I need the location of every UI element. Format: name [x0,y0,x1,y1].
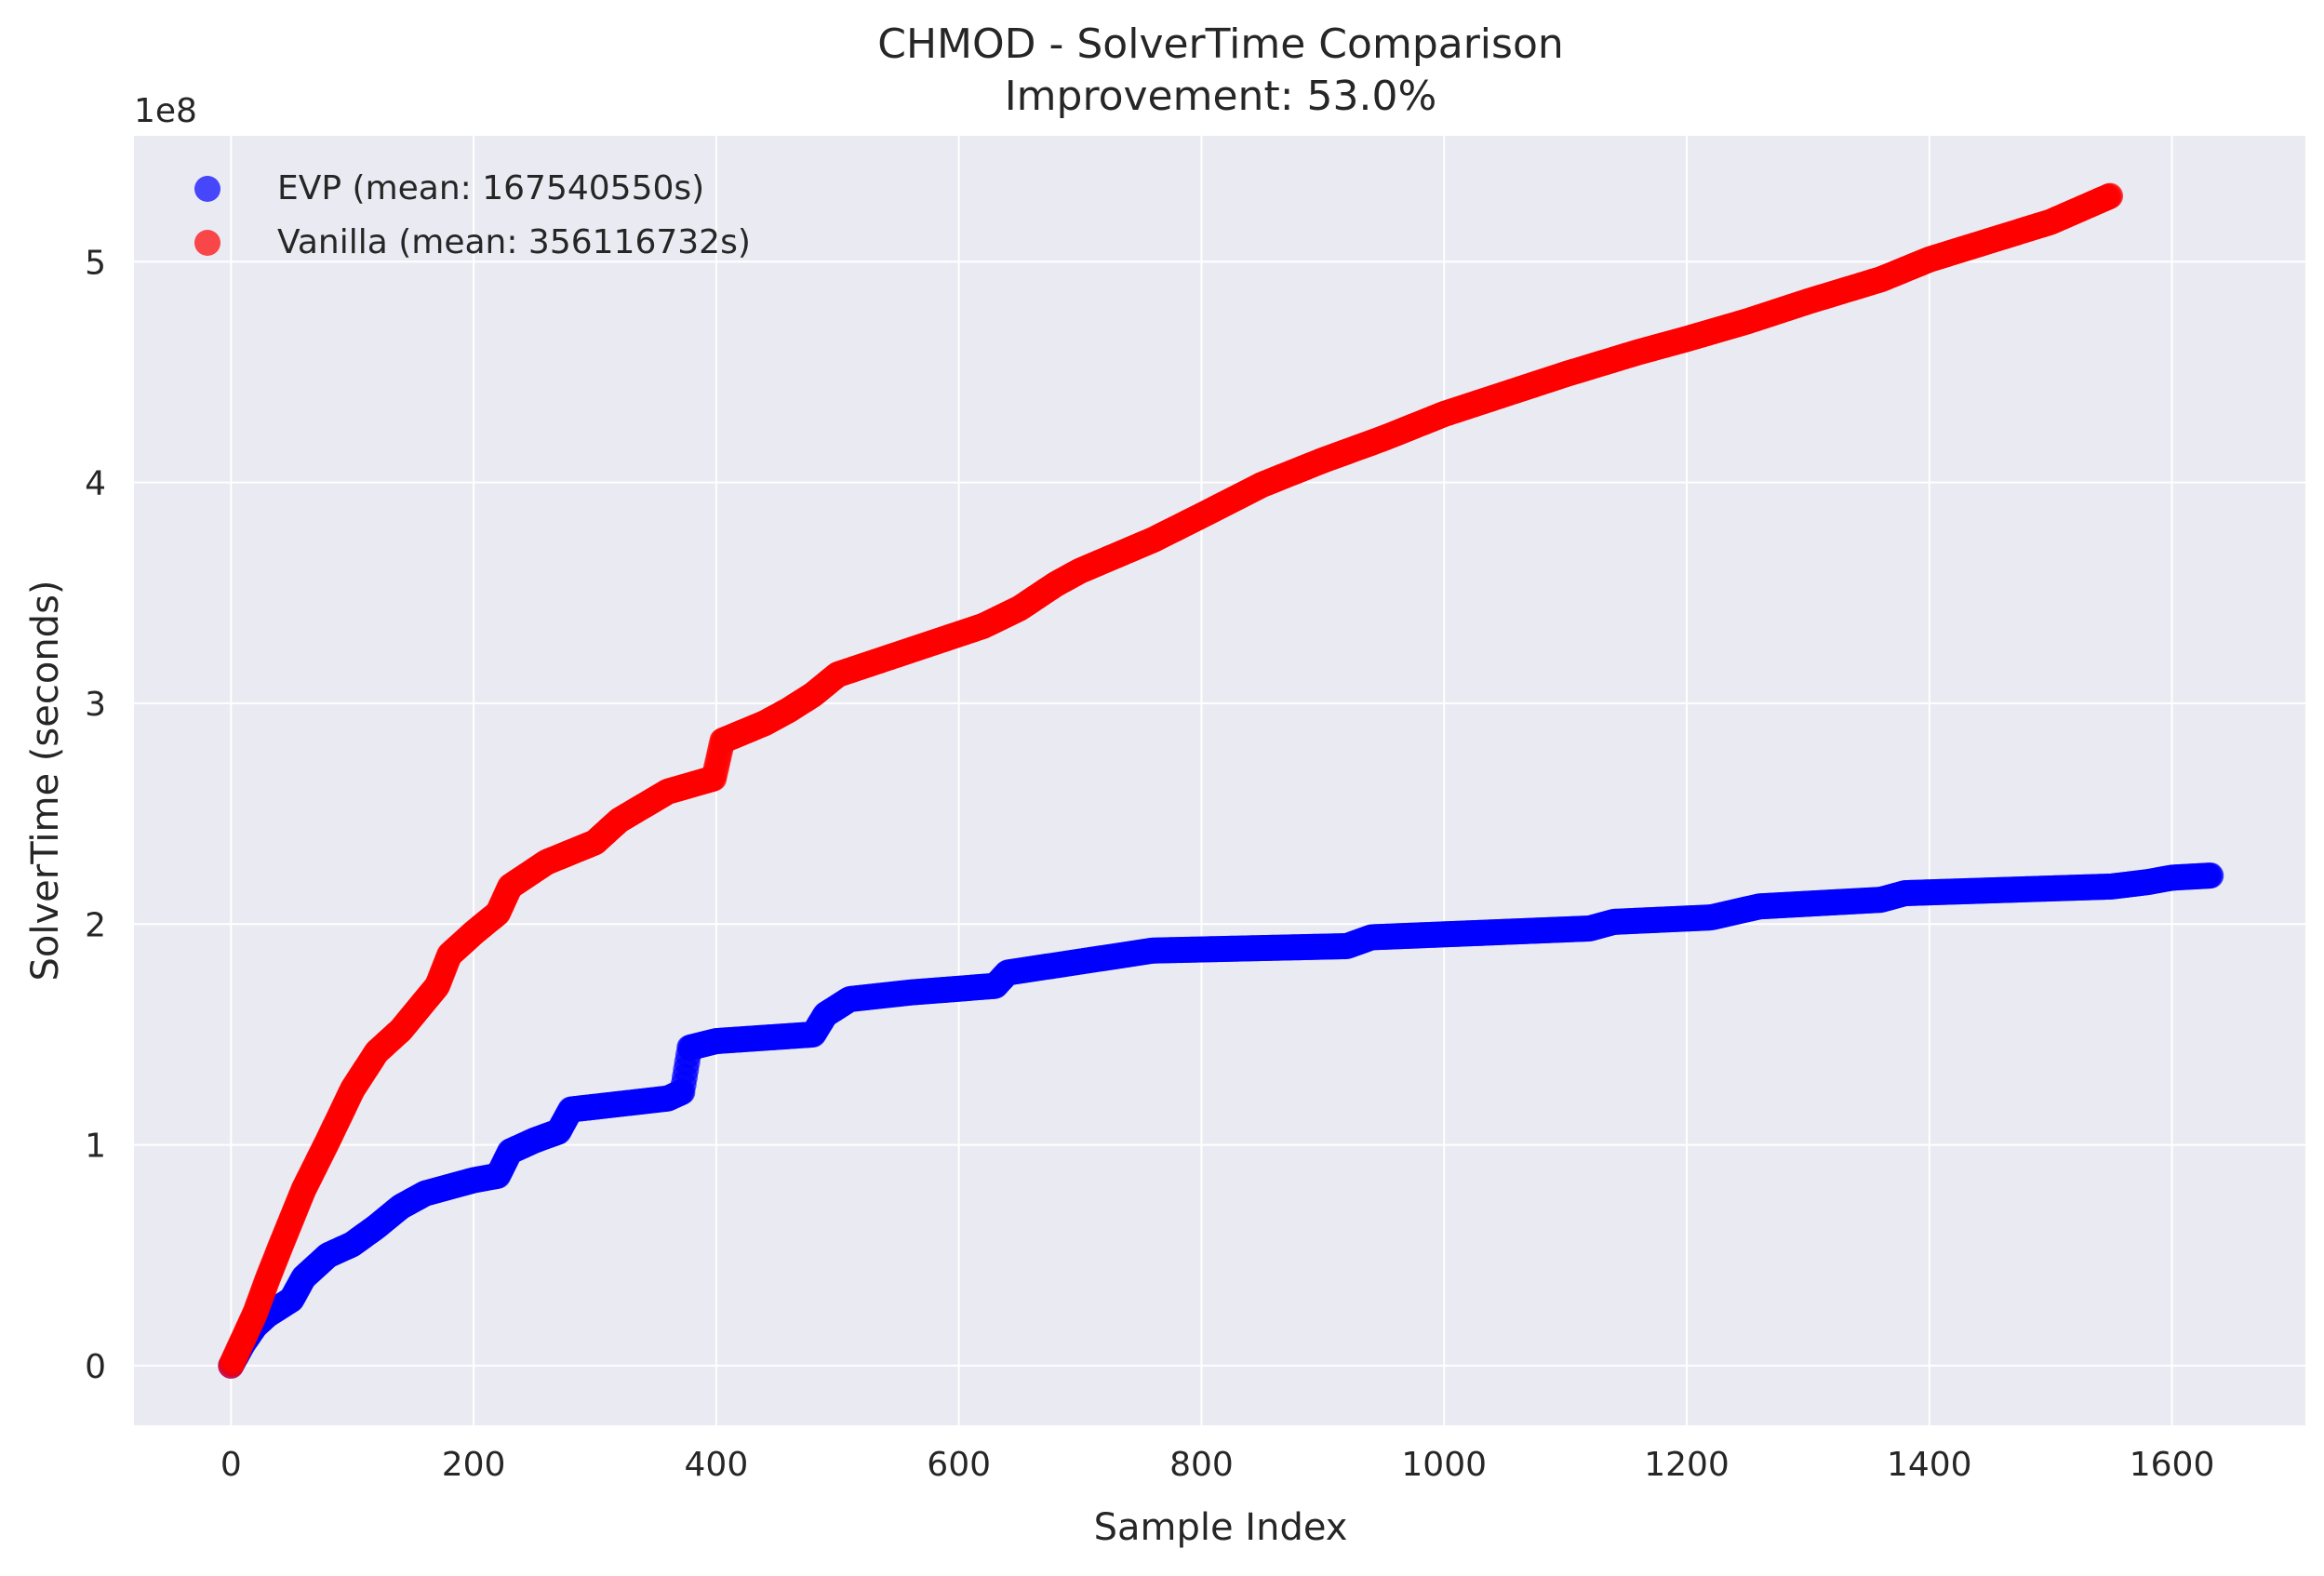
legend-marker-evp [194,176,220,202]
x-tick-label: 0 [220,1446,242,1484]
x-axis-label: Sample Index [1094,1506,1348,1549]
chart-subtitle: Improvement: 53.0% [1005,73,1437,120]
y-axis-ticks: 0 1 2 3 4 5 [85,244,106,1386]
legend-label-vanilla: Vanilla (mean: 356116732s) [277,223,751,261]
chart-title: CHMOD - SolverTime Comparison [877,20,1564,68]
x-tick-label: 200 [442,1446,506,1484]
x-tick-label: 1400 [1887,1446,1972,1484]
series-layer [218,182,2224,1379]
x-tick-label: 400 [685,1446,749,1484]
legend-marker-vanilla [194,230,220,256]
y-tick-label: 1 [85,1128,106,1166]
x-tick-label: 600 [927,1446,991,1484]
series-0 [218,862,2224,1379]
y-axis-label: SolverTime (seconds) [24,580,67,981]
y-tick-label: 5 [85,244,106,282]
plot-area [134,136,2305,1425]
y-tick-label: 4 [85,465,106,503]
grid-lines [134,136,2305,1425]
x-axis-ticks: 0 200 400 600 800 1000 1200 1400 1600 [220,1446,2215,1484]
x-tick-label: 1000 [1401,1446,1487,1484]
y-tick-label: 0 [85,1348,106,1386]
x-tick-label: 800 [1169,1446,1234,1484]
y-tick-label: 3 [85,686,106,724]
y-tick-label: 2 [85,906,106,944]
series-1 [218,182,2124,1379]
x-tick-label: 1600 [2130,1446,2215,1484]
legend: EVP (mean: 167540550s) Vanilla (mean: 35… [194,169,751,261]
legend-label-evp: EVP (mean: 167540550s) [277,169,704,207]
x-tick-label: 1200 [1644,1446,1730,1484]
data-point [2197,862,2224,889]
y-axis-offset-label: 1e8 [134,92,197,130]
data-point [2097,182,2124,209]
